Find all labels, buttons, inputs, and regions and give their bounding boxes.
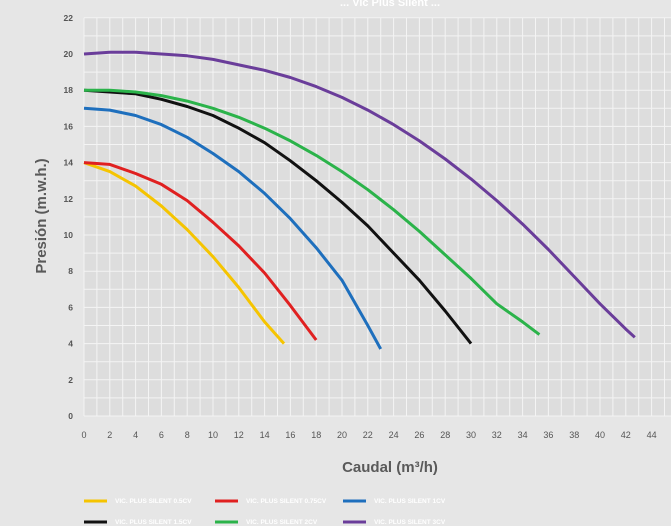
series-line: [83, 161, 286, 345]
y-tick-label: 10: [64, 230, 74, 240]
x-tick-label: 34: [518, 430, 528, 440]
y-tick-label: 20: [64, 49, 74, 59]
y-tick-label: 6: [68, 302, 73, 312]
y-tick-label: 16: [64, 121, 74, 131]
x-tick-label: 26: [414, 430, 424, 440]
x-tick-label: 30: [466, 430, 476, 440]
y-tick-label: 0: [68, 411, 73, 421]
y-tick-label: 18: [64, 85, 74, 95]
grid-lines: [83, 17, 671, 417]
x-tick-label: 40: [595, 430, 605, 440]
series-line: [83, 88, 473, 345]
x-axis-title: Caudal (m³/h): [342, 459, 438, 476]
x-tick-label: 28: [440, 430, 450, 440]
legend-label: VIC. PLUS SILENT 1CV: [374, 498, 446, 505]
legend-label: VIC. PLUS SILENT 1.5CV: [115, 519, 192, 526]
chart-title: ... Vic Plus Silent ...: [340, 0, 440, 9]
x-tick-label: 20: [337, 430, 347, 440]
x-tick-label: 36: [543, 430, 553, 440]
y-tick-label: 2: [68, 375, 73, 385]
x-tick-label: 24: [389, 430, 399, 440]
legend-label: VIC. PLUS SILENT 3CV: [374, 519, 446, 526]
x-tick-label: 18: [311, 430, 321, 440]
x-tick-label: 14: [260, 430, 270, 440]
x-tick-label: 44: [647, 430, 657, 440]
y-tick-label: 8: [68, 266, 73, 276]
x-tick-label: 2: [107, 430, 112, 440]
x-tick-label: 8: [185, 430, 190, 440]
legend-label: VIC. PLUS SILENT 2CV: [246, 519, 318, 526]
series-layer: [83, 50, 636, 350]
x-tick-label: 16: [285, 430, 295, 440]
x-tick-label: 42: [621, 430, 631, 440]
series-line: [84, 88, 541, 336]
y-axis-ticks: 0 2 4 6 8 10 12 14 16 18 20 22: [64, 13, 74, 421]
y-axis-title: Presión (m.w.h.): [33, 158, 50, 273]
series-line: [83, 106, 383, 350]
legend-label: VIC. PLUS SILENT 0.75CV: [246, 498, 327, 505]
x-axis-ticks: 0 2 4 6 8 10 12 14 16 18 20 22 24 26 28 30 32 34 36 38 40 42 4…: [81, 430, 657, 440]
x-tick-label: 0: [81, 430, 86, 440]
series-line: [83, 161, 318, 341]
y-tick-label: 4: [68, 339, 73, 349]
y-tick-label: 22: [64, 13, 74, 23]
legend-label: VIC. PLUS SILENT 0.5CV: [115, 498, 192, 505]
x-tick-label: 6: [159, 430, 164, 440]
x-tick-label: 38: [569, 430, 579, 440]
series-line: [83, 50, 636, 339]
y-tick-label: 12: [64, 194, 74, 204]
x-tick-label: 12: [234, 430, 244, 440]
legend: VIC. PLUS SILENT 0.5CV VIC. PLUS SILENT 0…: [84, 498, 446, 526]
x-tick-label: 10: [208, 430, 218, 440]
x-tick-label: 22: [363, 430, 373, 440]
x-tick-label: 4: [133, 430, 138, 440]
y-tick-label: 14: [64, 158, 74, 168]
x-tick-label: 32: [492, 430, 502, 440]
